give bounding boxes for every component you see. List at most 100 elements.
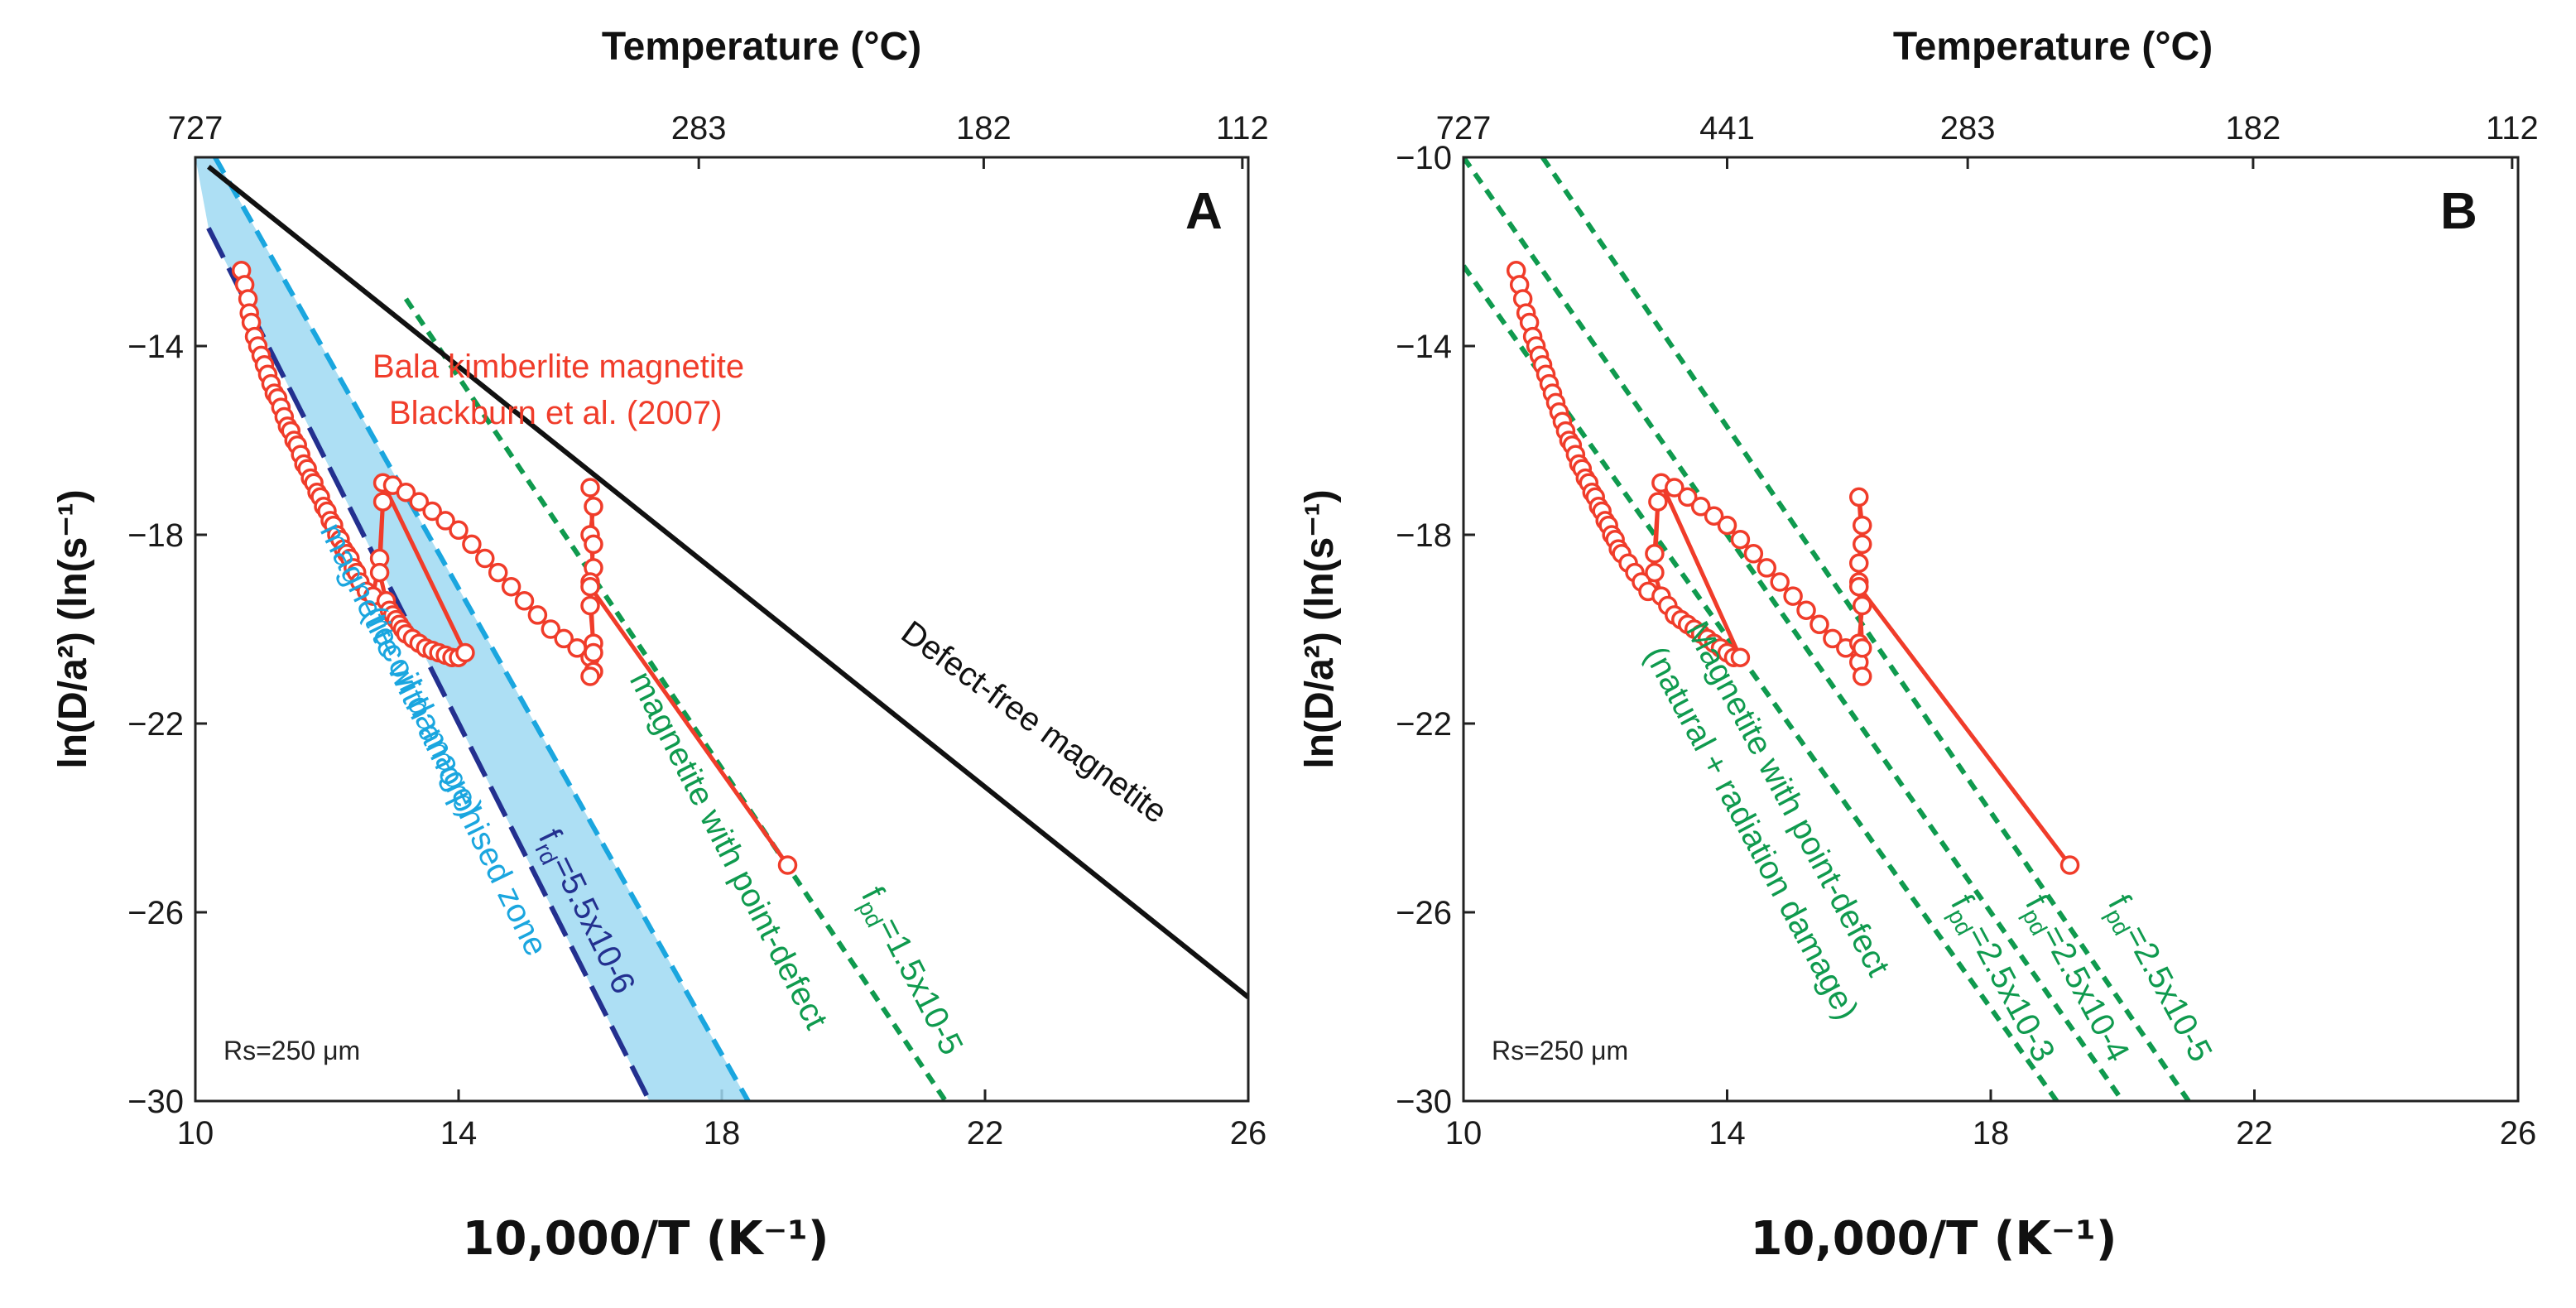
data-point [584,642,603,663]
data-point [1852,595,1872,616]
x-tick-label: 26 [1230,1115,1267,1152]
data-point [1852,534,1872,555]
data-point [554,628,574,649]
top-tick-label: 283 [1940,110,1996,147]
panel-a-top-title: Temperature (°C) [602,25,921,69]
panel-b-rs-note: Rs=250 μm [1492,1036,1628,1065]
data-point [455,642,475,663]
data-point [409,492,430,512]
data-point [1849,487,1869,507]
x-tick-label: 14 [1709,1115,1746,1152]
data-point [396,482,416,503]
data-point [1770,572,1790,592]
data-point [777,855,798,875]
y-tick-label: −10 [1396,140,1452,176]
y-tick-label: −14 [127,329,184,365]
panel-a-label: A [1185,183,1223,240]
data-point [1783,586,1803,606]
data-point [462,534,482,555]
x-tick-label: 18 [704,1115,741,1152]
data-point [1852,638,1872,658]
data-point [1717,515,1737,536]
defect-free-label: Defect-free magnetite [895,614,1174,831]
x-tick-label: 18 [1973,1115,2010,1152]
data-point [527,605,548,625]
data-point [580,576,600,597]
data-point [541,619,561,639]
y-tick-label: −26 [1396,895,1452,931]
data-label-line-2: Blackburn et al. (2007) [389,395,722,431]
bala-magnetite-data [231,261,798,875]
y-tick-label: −22 [127,706,184,743]
panel-a-x-title: 10,000/T (K⁻¹) [463,1212,829,1266]
data-point [1677,487,1698,507]
x-tick-label: 22 [2236,1115,2273,1152]
data-point [1743,544,1764,564]
amorphised-zone-lower-line [206,227,652,1101]
data-point [1730,647,1751,667]
data-point [1645,562,1665,583]
amorphised-zone-band [195,157,748,1101]
data-point [435,511,455,531]
data-point [1849,553,1869,573]
fpd-label: fpd=1.5x10-5 [849,881,970,1063]
panel-a: Temperature (°C) 727 283 182 112 ln(D/a²) (… [51,25,1269,1266]
y-tick-label: −18 [127,517,184,554]
y-tick-label: −14 [1396,329,1452,365]
data-point [422,501,442,522]
data-point [1757,558,1777,578]
panel-b-x-title: 10,000/T (K⁻¹) [1751,1212,2117,1266]
data-point [475,548,495,569]
data-point [1704,506,1724,526]
fpd-value: =1.5x10-5 [870,912,969,1060]
data-point [580,666,600,686]
top-tick-label: 441 [1699,110,1755,147]
data-point [369,562,390,583]
data-point [584,497,603,517]
y-tick-label: −30 [1396,1084,1452,1120]
data-point [1852,666,1872,686]
point-defect-line [403,297,948,1101]
data-label-line-1: Bala kimberlite magnetite [372,349,744,385]
y-tick-label: −18 [1396,517,1452,554]
panel-b-frame [1462,156,2520,1103]
data-point [584,534,603,555]
panel-b-y-title: ln(D/a²) (ln(s⁻¹) [1298,489,1342,768]
data-point [1648,492,1668,512]
panel-b-x-ticks: 10 14 18 22 26 [1445,1089,2536,1152]
top-tick-label: 727 [1436,110,1492,147]
data-point [1849,576,1869,597]
top-tick-label: 112 [1216,110,1269,147]
top-tick-label: 112 [2486,110,2539,147]
data-point [449,520,469,541]
data-point [1665,478,1684,498]
data-point [1796,600,1816,620]
fpd-2.5e-4-line [1463,157,2125,1101]
panel-b-top-title: Temperature (°C) [1893,25,2213,69]
data-point [580,595,600,616]
y-tick-label: −22 [1396,706,1452,743]
panel-b-y-ticks: −10 −14 −18 −22 −26 −30 [1396,140,1475,1120]
data-point [2059,855,2080,875]
top-tick-label: 182 [2226,110,2281,147]
data-point [372,492,393,512]
panel-a-frame [194,156,1250,1103]
panel-a-y-ticks: −14 −18 −22 −26 −30 [127,329,207,1120]
data-point [1809,614,1829,635]
top-tick-label: 727 [168,110,223,147]
defect-free-line [207,165,1248,999]
top-tick-label: 283 [671,110,727,147]
data-point [1730,529,1751,550]
data-point [580,478,600,498]
data-point [1645,544,1665,564]
y-tick-label: −30 [127,1084,184,1120]
data-point [1690,497,1711,517]
panel-b-top-ticks: 727 441 283 182 112 [1436,110,2539,169]
data-point [488,562,508,583]
x-tick-label: 10 [177,1115,214,1152]
amorphised-zone-upper-line [213,157,751,1101]
panel-b: Temperature (°C) 727 441 283 182 112 ln(D/a²… [1298,25,2539,1266]
top-tick-label: 182 [956,110,1012,147]
data-point [1823,628,1843,649]
